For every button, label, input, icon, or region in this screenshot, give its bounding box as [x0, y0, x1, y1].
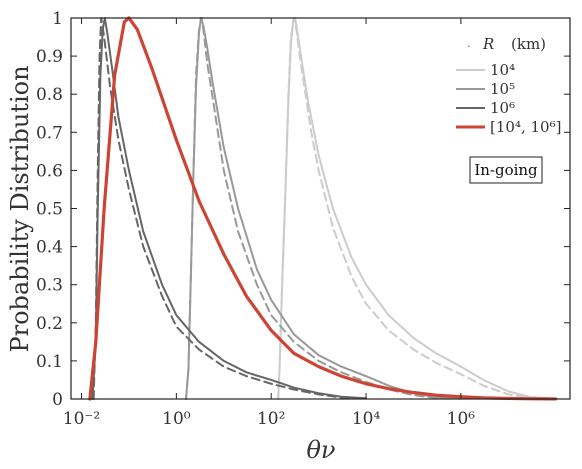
legend-title-symbol: R [482, 35, 494, 53]
legend-label-range: [10⁴, 10⁶] [490, 118, 561, 136]
series-line-10 [277, 17, 557, 400]
x-tick-label-2: 10² [257, 409, 285, 429]
annotation-frame [469, 156, 543, 184]
y-tick-label-8: 0.8 [36, 85, 63, 105]
annotation-box: In-going [469, 156, 543, 184]
y-axis-label: Probability Distribution [6, 65, 34, 352]
legend-label-10-6: 10⁶ [490, 99, 515, 117]
y-tick-label-3: 0.3 [36, 276, 63, 296]
y-tick-label-2: 0.2 [36, 314, 63, 334]
annotation-label: In-going [474, 161, 538, 179]
y-tick-label-10: 1 [52, 9, 63, 29]
y-tick-label-1: 0.1 [36, 352, 63, 372]
legend: . R (km) 10⁴ 10⁵ 10⁶ [10⁴, 10⁶] [456, 35, 561, 136]
x-tick-label-1: 10⁰ [162, 409, 191, 429]
series-line-series-1 [277, 17, 557, 400]
series-line-series-5 [92, 17, 368, 400]
x-tick-label-4: 10⁶ [447, 409, 476, 429]
tick-layer: 0 0.1 0.2 0.3 0.4 0.5 0.6 0.7 0.8 0.9 1 10⁻² 10⁰ 10² 1… [36, 9, 570, 429]
y-tick-label-7: 0.7 [36, 123, 63, 143]
y-tick-label-4: 0.4 [36, 238, 63, 258]
plot-frame [70, 17, 571, 400]
legend-label-10-5: 10⁵ [490, 80, 515, 98]
series-line-10 [185, 17, 462, 400]
legend-title-dot: . [467, 37, 471, 50]
y-tick-label-0: 0 [52, 390, 63, 410]
x-tick-label-3: 10⁴ [352, 409, 381, 429]
y-tick-label-6: 0.6 [36, 161, 63, 181]
x-axis-label: θν [306, 436, 335, 464]
series-line-10 [91, 17, 368, 400]
series-layer [88, 16, 558, 401]
plot-background [71, 18, 570, 399]
legend-label-10-4: 10⁴ [490, 61, 515, 79]
y-tick-label-5: 0.5 [36, 200, 63, 220]
y-tick-label-9: 0.9 [36, 47, 63, 67]
x-tick-label-0: 10⁻² [63, 409, 100, 429]
legend-title-unit: (km) [511, 35, 546, 53]
